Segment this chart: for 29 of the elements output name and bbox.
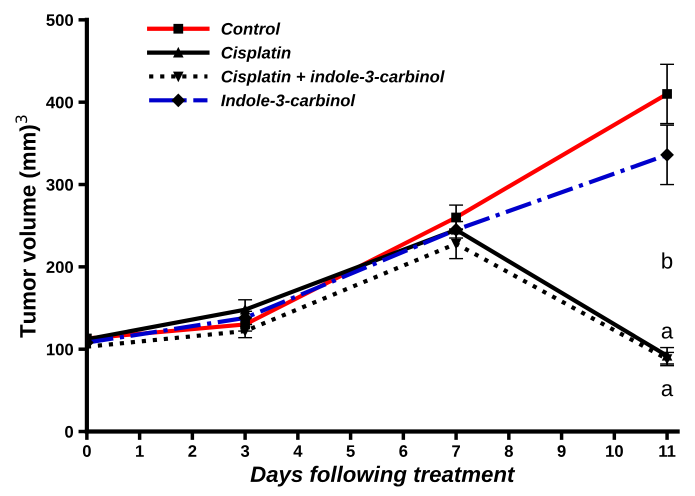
- x-tick-label: 10: [606, 445, 623, 457]
- legend-label: Cisplatin + indole-3-carbinol: [222, 70, 445, 86]
- legend-label: Indole-3-carbinol: [221, 94, 356, 106]
- legend-label: Cisplatin: [222, 46, 290, 62]
- x-tick-label: 0: [82, 445, 91, 457]
- x-tick-label: 3: [240, 445, 250, 457]
- point: [451, 238, 461, 249]
- y-tick-label: 400: [46, 96, 73, 108]
- annotation: b: [662, 252, 672, 269]
- x-tick-label: 5: [346, 445, 355, 457]
- y-tick-label: 500: [46, 14, 73, 26]
- x-tick-label: 1: [136, 445, 144, 457]
- y-tick-label: 200: [46, 261, 73, 274]
- y-tick-label: 100: [46, 344, 73, 356]
- x-axis-title: Days following treatment: [250, 466, 516, 487]
- x-tick-label: 7: [452, 445, 460, 457]
- legend-label: Control: [222, 22, 280, 35]
- x-tick-label: 11: [659, 445, 676, 457]
- y-tick-label: 300: [46, 178, 73, 191]
- point: [240, 326, 250, 336]
- annotation: a: [662, 326, 674, 339]
- annotation: a: [662, 384, 674, 396]
- x-tick-label: 2: [188, 445, 196, 457]
- x-tick-label: 8: [504, 445, 513, 457]
- x-tick-label: 4: [293, 445, 302, 457]
- x-tick-label: 9: [558, 445, 566, 457]
- x-tick-label: 6: [399, 445, 408, 457]
- y-tick-label: 0: [65, 426, 73, 438]
- y-axis-title: Tumor volume (mm)$^{3}$: [15, 115, 40, 338]
